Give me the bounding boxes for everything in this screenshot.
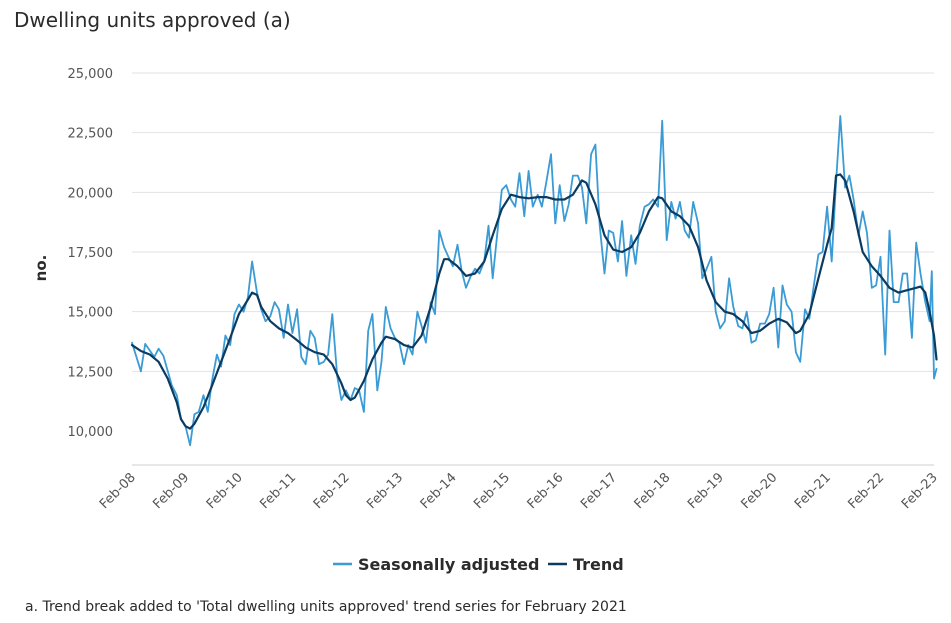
x-tick-label: Feb-11 [257,470,299,512]
x-tick-label: Feb-09 [150,470,192,512]
y-axis-label: no. [32,255,50,282]
series-line-trend [130,173,938,430]
x-tick-label: Feb-19 [685,470,727,512]
y-tick-label: 10,000 [68,425,114,440]
y-axis-tick-labels: 10,000 12,500 15,000 17,500 20,000 22,500 25,0… [68,67,114,440]
y-tick-label: 25,000 [68,67,114,82]
x-tick-label: Feb-13 [364,470,406,512]
y-tick-label: 15,000 [68,306,114,321]
y-tick-label: 22,500 [68,127,114,142]
x-axis-tick-labels: Feb-08 Feb-09 Feb-10 Feb-11 Feb-12 Feb-13 Feb-… [97,470,941,512]
y-tick-label: 12,500 [68,365,114,380]
x-tick-label: Feb-20 [739,470,781,512]
gridlines [132,72,934,372]
x-tick-label: Feb-22 [845,470,887,512]
x-tick-label: Feb-12 [311,470,353,512]
legend-label-seasonally-adjusted[interactable]: Seasonally adjusted [358,555,539,574]
x-tick-label: Feb-21 [792,470,834,512]
y-tick-label: 17,500 [68,246,114,261]
y-tick-label: 20,000 [68,186,114,201]
series-lines [130,115,938,447]
x-tick-label: Feb-17 [578,470,620,512]
x-tick-label: Feb-15 [471,470,513,512]
legend-label-trend[interactable]: Trend [573,555,624,574]
x-tick-label: Feb-08 [97,470,139,512]
x-tick-label: Feb-14 [418,470,460,512]
x-tick-label: Feb-18 [632,470,674,512]
chart-footnote: a. Trend break added to 'Total dwelling … [25,599,627,615]
x-tick-label: Feb-23 [899,470,941,512]
series-line-seasonally-adjusted [131,115,938,447]
chart-title: Dwelling units approved (a) [14,8,291,32]
x-tick-label: Feb-10 [204,470,246,512]
legend[interactable]: Seasonally adjusted Trend [333,555,624,574]
x-tick-label: Feb-16 [525,470,567,512]
